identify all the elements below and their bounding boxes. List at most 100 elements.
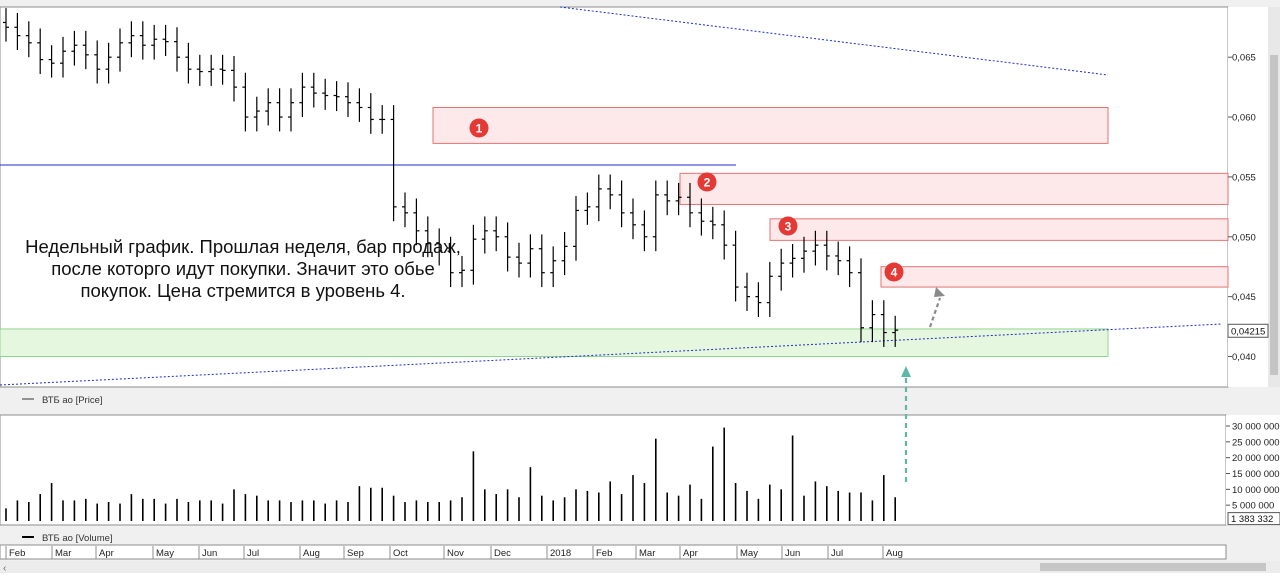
scroll-left-arrow[interactable]: ‹ (3, 563, 6, 574)
price-bar (345, 82, 351, 118)
price-bar (573, 196, 579, 261)
price-tick-label: 0,060 (1232, 113, 1256, 124)
price-bar (607, 174, 614, 210)
price-bar (892, 315, 899, 347)
date-tick-label: Oct (393, 548, 408, 559)
price-bar (242, 72, 249, 132)
price-bar (630, 198, 636, 240)
price-bar (48, 45, 55, 78)
price-bar (595, 174, 602, 222)
price-bar (105, 42, 112, 84)
zone-marker-label-3: 3 (785, 220, 792, 234)
price-bar (219, 54, 226, 85)
price-bar (527, 234, 534, 278)
date-tick-label: Apr (99, 548, 114, 559)
price-bar (698, 198, 705, 236)
date-tick-label: Mar (639, 548, 655, 559)
bottom-scrollbar-thumb[interactable] (1040, 563, 1266, 571)
price-bar (82, 30, 89, 70)
price-bar (504, 222, 511, 272)
price-bar (823, 230, 830, 271)
projection-arrow-line (928, 297, 942, 328)
price-bar (481, 216, 488, 254)
price-bar (310, 72, 317, 108)
price-bar (94, 40, 101, 84)
annotation-text: Недельный график. Прошлая неделя, бар пр… (25, 236, 461, 301)
price-bar (333, 81, 340, 112)
price-bar (231, 56, 237, 102)
date-tick-label: Jul (831, 548, 843, 559)
price-bar (846, 246, 853, 288)
price-bar (208, 54, 215, 86)
price-bar (276, 88, 283, 132)
price-bar (652, 180, 659, 252)
price-bar (709, 206, 716, 240)
price-tick-label: 0,050 (1232, 232, 1256, 243)
price-bar (869, 300, 876, 343)
price-bar (459, 255, 465, 288)
projection-arrow-head (934, 287, 945, 297)
price-bar (402, 192, 408, 228)
price-bar (265, 88, 272, 126)
price-bar (561, 231, 568, 276)
zone-marker-label-4: 4 (891, 266, 898, 280)
price-bar (493, 216, 500, 252)
zone-marker-2 (697, 172, 717, 192)
price-bar (584, 192, 591, 225)
current-volume-box (1227, 512, 1280, 526)
price-bar (812, 230, 819, 266)
price-bar (470, 224, 477, 285)
price-bar (3, 8, 9, 42)
price-tick-label: 0,065 (1232, 53, 1256, 64)
price-bar (436, 228, 443, 266)
date-tick-label: 2018 (550, 548, 571, 559)
price-bar (196, 54, 203, 86)
price-bar (25, 21, 32, 58)
price-bar (721, 210, 728, 260)
price-bar (675, 182, 682, 216)
price-bar (151, 24, 158, 60)
price-bar (789, 243, 796, 278)
price-bar (732, 230, 739, 302)
current-price-label: 0,04215 (1231, 326, 1265, 337)
price-bar (550, 246, 557, 288)
price-bar (37, 28, 44, 74)
right-scrollbar-thumb[interactable] (1270, 55, 1278, 375)
price-bar (139, 21, 146, 60)
price-bar (174, 27, 180, 72)
price-bar (744, 272, 750, 312)
date-tick-label: Mar (55, 548, 71, 559)
price-bar (367, 93, 374, 134)
volume-panel (0, 414, 1227, 526)
price-tick-label: 0,045 (1232, 292, 1256, 303)
resistance-zone-1 (432, 106, 1109, 144)
bottom-scrollbar[interactable] (0, 561, 1280, 573)
price-bar (755, 282, 762, 317)
price-bar (71, 30, 78, 66)
date-tick-label: Sep (347, 548, 364, 559)
price-bar (835, 241, 842, 276)
volume-tick-label: 30 000 000 (1232, 422, 1280, 433)
price-legend: ВТБ ао [Price] (42, 395, 103, 406)
price-bar (299, 72, 306, 118)
zone-marker-3 (778, 216, 798, 236)
price-bar (413, 198, 420, 246)
upper-trendline (559, 6, 1109, 76)
volume-legend: ВТБ ао [Volume] (42, 533, 113, 544)
price-bar (641, 210, 648, 252)
up-arrow-head (901, 366, 911, 377)
price-bar (618, 180, 625, 228)
price-bar (538, 234, 545, 288)
date-tick-label: Feb (596, 548, 612, 559)
price-bar (128, 21, 135, 58)
date-tick-label: Jun (202, 548, 217, 559)
date-tick-label: Nov (447, 548, 464, 559)
price-bar (253, 96, 260, 132)
date-tick-label: Aug (303, 548, 320, 559)
date-tick-label: Jun (785, 548, 800, 559)
date-tick-label: Dec (494, 548, 511, 559)
current-volume-label: 1 383 332 (1231, 514, 1273, 525)
volume-axis (1226, 415, 1280, 525)
price-bar (778, 248, 785, 291)
price-bar (14, 12, 21, 51)
